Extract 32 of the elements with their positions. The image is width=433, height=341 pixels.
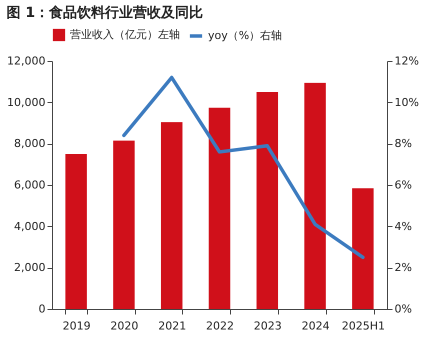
y-tick-label: 0 — [38, 302, 46, 316]
y-tick-label: 4,000 — [14, 220, 46, 233]
y-tick-label: 12,000 — [7, 54, 46, 68]
bar — [113, 140, 135, 309]
x-tick-label: 2024 — [302, 320, 330, 332]
y2-tick-label: 12% — [394, 54, 419, 68]
x-tick-label: 2025H1 — [342, 320, 385, 332]
y-tick-label: 6,000 — [14, 178, 46, 192]
bar — [65, 154, 87, 309]
x-tick-label: 2019 — [62, 320, 91, 332]
x-tick-label: 2022 — [206, 320, 234, 332]
y-tick-label: 2,000 — [14, 261, 46, 274]
bar — [304, 82, 326, 309]
y2-tick-label: 6% — [394, 178, 412, 192]
x-tick-label: 2023 — [254, 320, 282, 332]
bar — [160, 122, 182, 309]
y2-tick-label: 0% — [394, 302, 412, 316]
bar — [256, 92, 278, 309]
x-tick-label: 2020 — [110, 320, 138, 332]
chart-title: 图 1：食品饮料行业营收及同比 — [6, 5, 204, 21]
y2-tick-label: 8% — [394, 137, 412, 150]
y2-tick-label: 10% — [394, 96, 419, 109]
y-tick-label: 10,000 — [7, 96, 46, 109]
bar — [352, 188, 374, 309]
line-series — [122, 76, 365, 260]
y-tick-label: 8,000 — [14, 137, 46, 150]
bar — [208, 108, 230, 309]
y2-tick-label: 4% — [394, 220, 412, 233]
x-tick-label: 2021 — [158, 320, 186, 332]
legend-label: 营业收入（亿元）左轴 — [70, 28, 180, 41]
y2-tick-label: 2% — [394, 261, 412, 274]
legend-label: yoy（%）右轴 — [208, 29, 282, 42]
